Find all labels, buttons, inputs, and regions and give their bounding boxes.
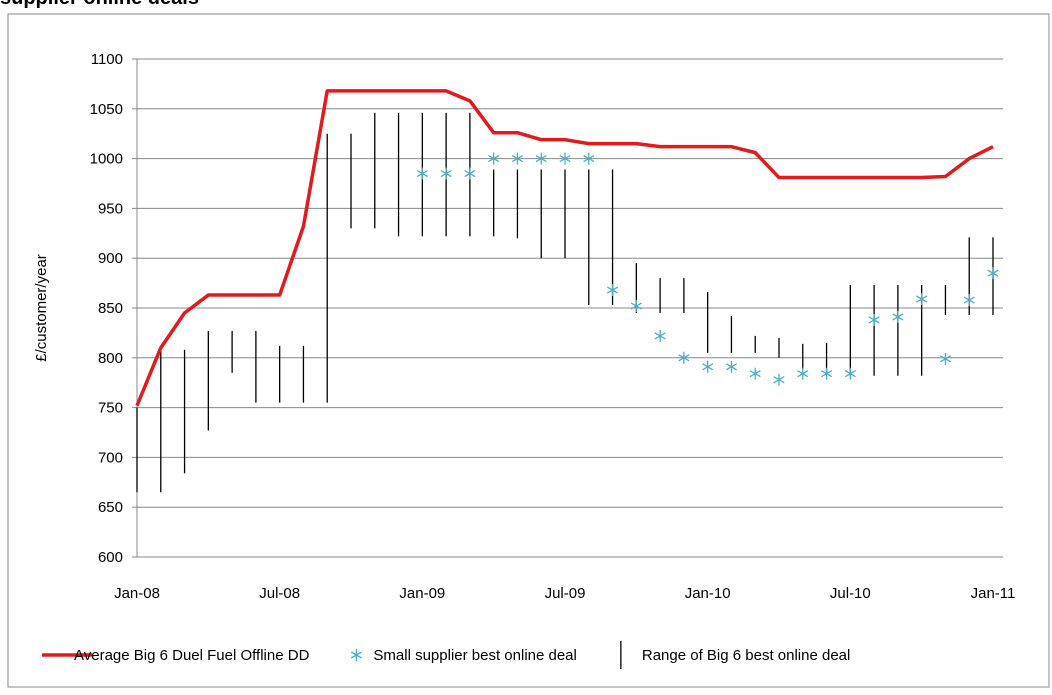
star-stroke (654, 332, 666, 340)
star-marker (749, 367, 761, 380)
star-marker (773, 373, 785, 386)
y-tick-label: 800 (98, 350, 123, 367)
star-marker (630, 300, 642, 313)
star-marker (892, 310, 904, 323)
y-tick-label: 1100 (91, 51, 123, 68)
star-marker (916, 293, 928, 306)
star-marker (559, 152, 571, 165)
star-marker (535, 152, 547, 165)
x-tick-label: Jan-09 (399, 585, 445, 602)
star-marker (464, 167, 476, 180)
x-tick-label: Jan-08 (114, 585, 160, 602)
star-stroke (844, 370, 856, 378)
star-stroke (350, 651, 362, 659)
star-marker (868, 313, 880, 326)
star-stroke (702, 363, 714, 371)
star-stroke (607, 286, 619, 294)
star-marker (963, 294, 975, 307)
star-marker (939, 352, 951, 365)
x-tick-label: Jul-10 (830, 585, 871, 602)
y-tick-label: 950 (98, 200, 123, 217)
star-stroke (488, 155, 500, 163)
star-marker (416, 167, 428, 180)
y-axis-label: £/customer/year (33, 254, 50, 362)
star-stroke (916, 295, 928, 303)
y-tick-label: 700 (98, 449, 123, 466)
star-stroke (797, 370, 809, 378)
star-marker (987, 267, 999, 280)
line-series (135, 89, 994, 407)
x-tick-label: Jul-08 (259, 585, 300, 602)
star-marker (607, 284, 619, 297)
y-tick-label: 1000 (90, 151, 123, 168)
y-tick-label: 750 (98, 400, 123, 417)
star-marker (511, 152, 523, 165)
star-stroke (583, 155, 595, 163)
chart-title: supplier online deals (0, 0, 199, 9)
star-marker (844, 367, 856, 380)
star-stroke (464, 169, 476, 178)
star-stroke (749, 370, 761, 378)
x-tick-label: Jan-10 (685, 585, 731, 602)
y-tick-label: 850 (98, 300, 123, 317)
star-marker (654, 329, 666, 342)
x-tick-label: Jul-09 (545, 585, 586, 602)
star-stroke (963, 296, 975, 304)
star-stroke (678, 354, 690, 362)
legend-swatch (350, 649, 362, 661)
star-stroke (773, 376, 785, 384)
star-marker (488, 152, 500, 165)
star-marker (702, 360, 714, 373)
legend-label: Average Big 6 Duel Fuel Offline DD (74, 647, 310, 664)
star-stroke (535, 155, 547, 163)
star-marker (797, 367, 809, 380)
y-tick-label: 600 (98, 549, 123, 566)
star-marker (678, 351, 690, 364)
star-marker (821, 367, 833, 380)
star-stroke (440, 169, 452, 178)
star-stroke (987, 269, 999, 277)
chart-frame (7, 13, 1050, 688)
y-tick-label: 650 (98, 499, 123, 516)
star-stroke (511, 155, 523, 163)
star-stroke (416, 169, 428, 178)
legend-label: Small supplier best online deal (373, 647, 576, 664)
star-stroke (939, 355, 951, 363)
star-stroke (725, 363, 737, 371)
x-tick-label: Jan-11 (971, 585, 1016, 602)
star-marker (725, 360, 737, 373)
star-stroke (892, 313, 904, 321)
star-stroke (630, 302, 642, 310)
star-stroke (821, 370, 833, 378)
star-stroke (868, 316, 880, 324)
legend-label: Range of Big 6 best online deal (642, 647, 850, 664)
star-marker (583, 152, 595, 165)
star-marker (440, 167, 452, 180)
y-tick-label: 1050 (90, 101, 123, 118)
y-tick-label: 900 (98, 250, 123, 267)
star-stroke (559, 155, 571, 163)
